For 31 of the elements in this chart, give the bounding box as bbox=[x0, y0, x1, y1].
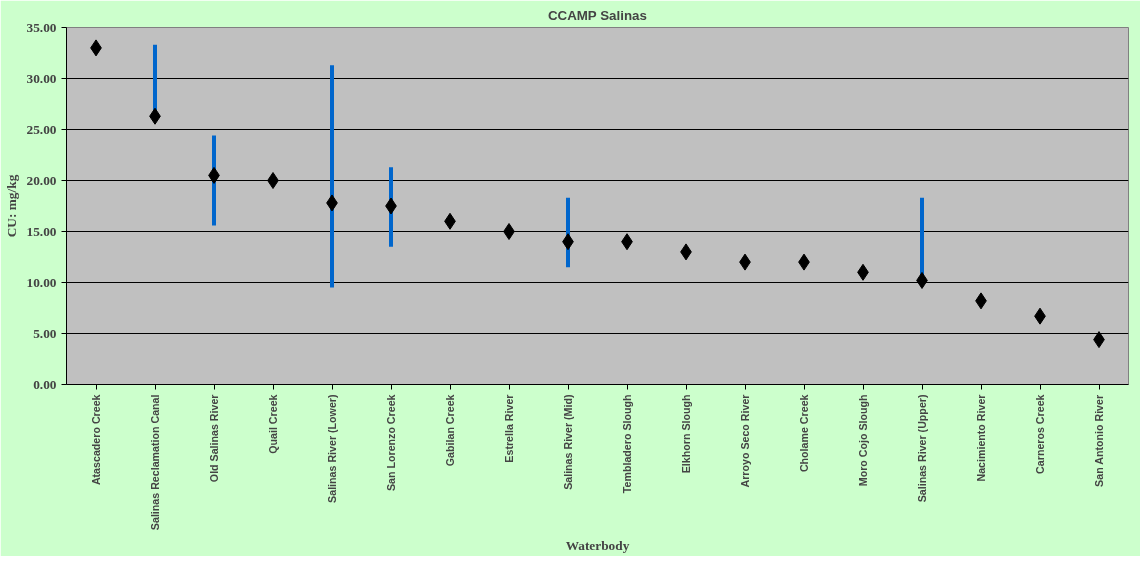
x-tick-label: Estrella River bbox=[503, 394, 515, 463]
x-axis-title: Waterbody bbox=[565, 538, 630, 554]
y-tick-label: 15.00 bbox=[26, 223, 57, 239]
x-tick-label: Cholame Creek bbox=[798, 394, 810, 473]
y-tick-label: 20.00 bbox=[26, 172, 57, 188]
point bbox=[503, 223, 515, 240]
chart-title: CCAMP Salinas bbox=[547, 7, 647, 23]
x-tick-label: Atascadero Creek bbox=[90, 394, 102, 486]
x-tick-label: Moro Cojo Slough bbox=[857, 394, 869, 487]
x-tick-label: Salinas River (Upper) bbox=[916, 394, 928, 503]
x-tick-label: Tembladero Slough bbox=[621, 394, 633, 494]
x-tick-label: Salinas Reclamation Canal bbox=[149, 394, 161, 531]
x-tick-label: Gabilan Creek bbox=[444, 394, 456, 467]
y-tick-label: 5.00 bbox=[33, 325, 57, 341]
x-tick-label: Old Salinas River bbox=[208, 394, 220, 483]
x-tick-label: Salinas River (Lower) bbox=[326, 394, 338, 503]
y-tick-label: 35.00 bbox=[26, 19, 57, 35]
x-tick-label: Arroyo Seco River bbox=[739, 394, 751, 488]
y-tick-label: 25.00 bbox=[26, 121, 57, 137]
x-tick-label: Nacimiento River bbox=[975, 394, 987, 482]
x-tick-label: Salinas River (Mid) bbox=[562, 394, 574, 490]
x-tick-label: Quail Creek bbox=[267, 394, 279, 454]
x-tick-label: Elkhorn Slough bbox=[680, 394, 692, 474]
x-tick-label: Carneros Creek bbox=[1034, 394, 1046, 474]
point bbox=[267, 172, 279, 189]
y-tick-label: 10.00 bbox=[26, 274, 57, 290]
x-tick-label: San Lorenzo Creek bbox=[385, 394, 397, 492]
y-axis-title: CU: mg/kg bbox=[3, 174, 19, 238]
x-tick-label: San Antonio River bbox=[1093, 394, 1105, 487]
y-tick-label: 0.00 bbox=[33, 376, 57, 392]
y-tick-label: 30.00 bbox=[26, 70, 57, 86]
